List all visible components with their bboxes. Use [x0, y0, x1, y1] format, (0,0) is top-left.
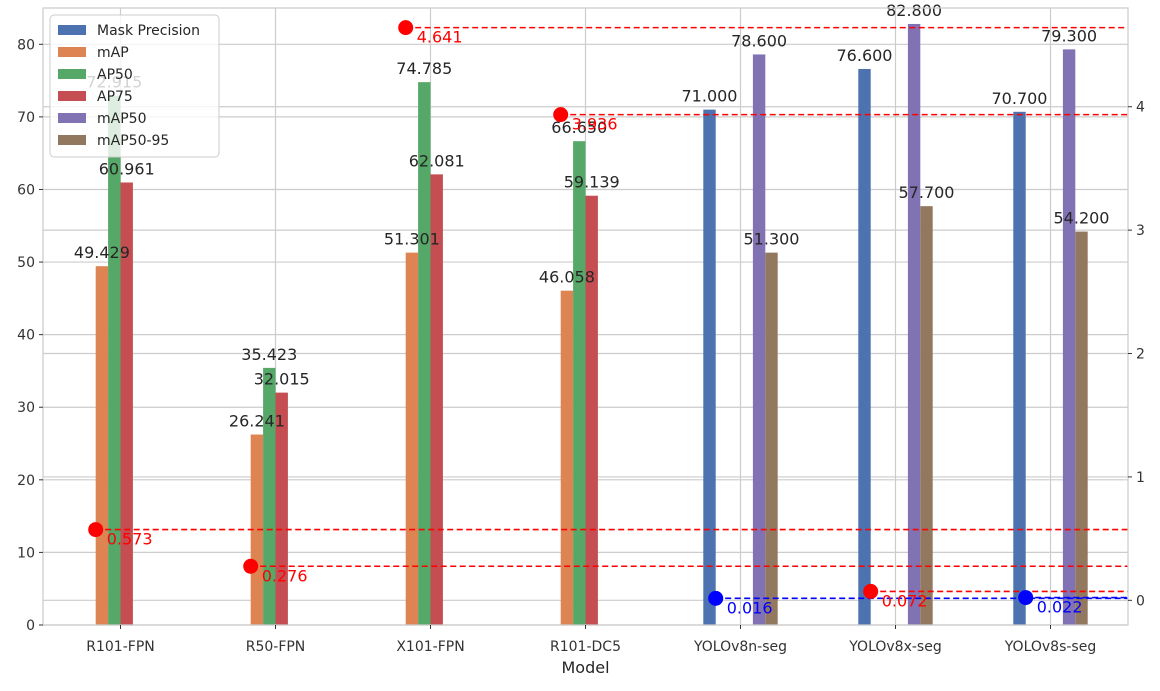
- time-point: [708, 590, 724, 606]
- bar: [858, 68, 871, 625]
- bar: [752, 54, 766, 625]
- secondary-layer: 0.573 0.276 4.641 3.936 0.016 0.072 0.022: [88, 20, 1128, 617]
- bar: [573, 141, 586, 626]
- bar-data-label: 57.700: [899, 183, 955, 202]
- y-tick-label: 50: [17, 255, 35, 271]
- x-axis: R101-FPN R50-FPN X101-FPN R101-DC5 YOLOv8n-s…: [86, 625, 1096, 655]
- legend-swatch: [58, 69, 86, 79]
- bar-data-label: 35.423: [241, 345, 297, 364]
- bar-data-label: 51.301: [384, 230, 440, 249]
- bar: [95, 266, 109, 625]
- time-point: [863, 583, 879, 599]
- legend-label: Mask Precision: [97, 23, 200, 39]
- y2-tick-label: 1: [1136, 470, 1145, 486]
- bar-data-label: 76.600: [837, 46, 893, 65]
- bar-data-label: 70.700: [992, 89, 1048, 108]
- y-tick-label: 30: [17, 400, 35, 416]
- x-tick-label: YOLOv8n-seg: [693, 639, 787, 655]
- time-label: 0.072: [882, 591, 928, 610]
- legend-label: mAP50-95: [97, 133, 169, 149]
- bar: [120, 182, 133, 625]
- bar-data-label: 46.058: [539, 268, 595, 287]
- time-label: 0.022: [1037, 598, 1083, 617]
- legend-swatch: [58, 25, 86, 35]
- x-tick-label: YOLOv8s-seg: [1004, 639, 1096, 655]
- x-tick-label: YOLOv8x-seg: [848, 639, 941, 655]
- time-label: 3.936: [572, 115, 618, 134]
- legend-label: mAP: [97, 45, 129, 61]
- y2-tick-label: 3: [1136, 223, 1145, 239]
- bar-data-label: 49.429: [74, 243, 130, 262]
- bar: [765, 252, 778, 625]
- bar: [1013, 111, 1026, 626]
- bar: [560, 290, 574, 625]
- bar: [703, 109, 716, 625]
- time-point: [243, 558, 259, 574]
- legend-swatch: [58, 113, 86, 123]
- bar: [907, 23, 921, 625]
- y-axis-right: 0 1 2 3 4: [1128, 100, 1145, 609]
- x-tick-label: R50-FPN: [246, 639, 306, 655]
- time-label: 0.573: [107, 530, 153, 549]
- bar-data-label: 54.200: [1054, 209, 1110, 228]
- legend-label: AP75: [97, 89, 133, 105]
- y2-tick-label: 4: [1136, 100, 1145, 116]
- bar: [430, 174, 443, 625]
- bar: [1075, 231, 1088, 625]
- bar-data-label: 62.081: [409, 151, 465, 170]
- legend-swatch: [58, 135, 86, 145]
- time-label: 0.016: [727, 598, 773, 617]
- bar-data-label: 71.000: [682, 87, 738, 106]
- time-point: [398, 20, 414, 36]
- bar: [405, 252, 419, 625]
- bar: [108, 95, 121, 625]
- y-tick-label: 40: [17, 328, 35, 344]
- bar-data-label: 82.800: [886, 1, 942, 20]
- legend-swatch: [58, 91, 86, 101]
- bar: [1062, 49, 1076, 625]
- y-tick-label: 60: [17, 182, 35, 198]
- y-tick-label: 80: [17, 37, 35, 53]
- legend-label: AP50: [97, 67, 133, 83]
- legend-label: mAP50: [97, 111, 146, 127]
- x-tick-label: X101-FPN: [396, 639, 464, 655]
- bar: [418, 82, 431, 626]
- bar: [920, 206, 933, 625]
- bar: [250, 434, 264, 625]
- y2-tick-label: 2: [1136, 347, 1145, 363]
- y-tick-label: 70: [17, 110, 35, 126]
- bar-data-label: 66.650: [551, 118, 607, 137]
- x-tick-label: R101-FPN: [86, 639, 154, 655]
- time-label: 4.641: [417, 28, 463, 47]
- bar-data-label: 79.300: [1041, 26, 1097, 45]
- y-tick-label: 0: [26, 618, 35, 634]
- bar-data-label: 78.600: [731, 31, 787, 50]
- bar-data-label: 26.241: [229, 412, 285, 431]
- y2-tick-label: 0: [1136, 593, 1145, 609]
- legend-swatch: [58, 47, 86, 57]
- legend: Mask Precision mAP AP50 AP75 mAP50 mAP50-95: [49, 14, 220, 158]
- bars-layer: [95, 23, 1088, 626]
- bar-data-label: 51.300: [744, 230, 800, 249]
- time-label: 0.276: [262, 566, 308, 585]
- time-point: [88, 522, 104, 538]
- x-axis-title: Model: [561, 658, 609, 677]
- bar-data-label: 32.015: [254, 370, 310, 389]
- bar-data-label: 59.139: [564, 173, 620, 192]
- y-tick-label: 10: [17, 545, 35, 561]
- legend-frame: [49, 14, 220, 158]
- y-tick-label: 20: [17, 473, 35, 489]
- bar-data-label: 60.961: [99, 159, 155, 178]
- time-point: [1018, 590, 1034, 606]
- bar: [263, 367, 276, 625]
- y-axis-left: 0 10 20 30 40 50 60 70 80: [17, 37, 43, 634]
- x-tick-label: R101-DC5: [550, 639, 621, 655]
- time-point: [553, 107, 569, 123]
- bar: [585, 195, 598, 625]
- bar-data-label: 74.785: [396, 59, 452, 78]
